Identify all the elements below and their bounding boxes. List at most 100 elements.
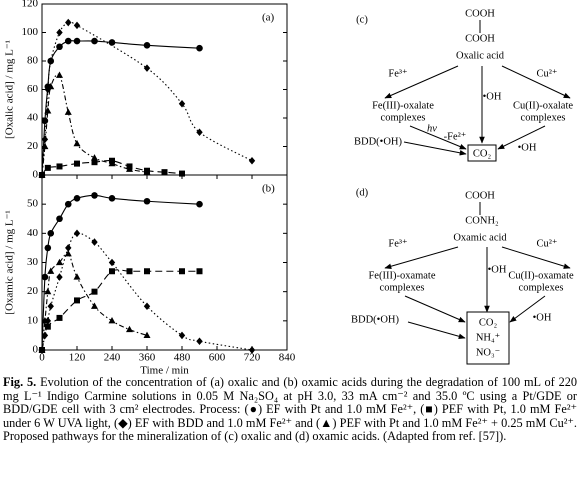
arrow bbox=[403, 141, 467, 156]
y-tick-label: 0 bbox=[33, 169, 39, 181]
y-tick-label: 0 bbox=[33, 344, 39, 356]
node-label: Oxalic acid bbox=[456, 50, 505, 61]
y-tick-label: 50 bbox=[27, 198, 39, 210]
reagent: Cu²⁺ bbox=[537, 68, 558, 79]
marker bbox=[91, 302, 98, 309]
marker bbox=[47, 57, 54, 65]
marker bbox=[91, 192, 98, 199]
marker bbox=[44, 244, 52, 252]
product: CO₂ bbox=[473, 148, 492, 159]
reagent: BDD(•OH) bbox=[354, 136, 403, 147]
marker bbox=[109, 268, 115, 275]
marker bbox=[143, 197, 151, 205]
plot: 0 20 40 60 80 100 120 (a) [Oxalic acid] / mg L⁻¹ bbox=[4, 0, 288, 181]
marker bbox=[56, 71, 63, 78]
arrow bbox=[404, 295, 466, 323]
arrow bbox=[384, 65, 459, 99]
figure: (c) COOH COOH Oxalic acid Fe³⁺ Cu²⁺ •OH … bbox=[4, 0, 574, 375]
marker bbox=[73, 195, 81, 202]
node-label: complexes bbox=[521, 112, 566, 123]
marker bbox=[179, 170, 185, 177]
node-label: Oxamic acid bbox=[453, 232, 507, 243]
caption-text: Evolution of the concentration of (a) ox… bbox=[3, 375, 578, 444]
x-tick-label: 720 bbox=[244, 352, 261, 364]
panel-label: (b) bbox=[262, 183, 275, 195]
marker bbox=[64, 37, 72, 45]
product: NH₄⁺ bbox=[476, 332, 501, 343]
marker bbox=[143, 64, 151, 72]
marker bbox=[56, 215, 63, 223]
node-label: Fe(III)-oxamate bbox=[368, 270, 435, 281]
arrow bbox=[501, 246, 571, 269]
y-tick-label: 100 bbox=[22, 26, 39, 38]
plot-frame bbox=[41, 174, 288, 351]
marker bbox=[196, 200, 203, 208]
panel-label: (d) bbox=[356, 187, 369, 198]
arrow bbox=[407, 321, 466, 339]
marker bbox=[64, 200, 72, 208]
y-tick-label: 40 bbox=[27, 112, 39, 124]
marker bbox=[196, 128, 203, 137]
arrow bbox=[384, 246, 459, 269]
panel-label: (c) bbox=[356, 14, 368, 25]
series-line bbox=[41, 160, 183, 176]
node-label: complexes bbox=[380, 282, 425, 293]
arrow bbox=[497, 125, 546, 150]
arrow bbox=[501, 65, 571, 99]
marker bbox=[64, 249, 72, 257]
marker bbox=[56, 163, 63, 170]
reagent: •OH bbox=[518, 142, 537, 153]
marker bbox=[73, 139, 81, 147]
panel-label: (a) bbox=[262, 12, 275, 24]
y-tick-label: 120 bbox=[22, 0, 39, 10]
marker bbox=[91, 154, 98, 161]
x-axis-title: Time / min bbox=[140, 365, 189, 375]
marker bbox=[56, 28, 63, 37]
reagent: -Fe²⁺ bbox=[444, 131, 467, 142]
x-tick-label: 0 bbox=[39, 352, 45, 364]
series-line bbox=[41, 252, 148, 351]
node-label: Cu(II)-oxalate bbox=[513, 100, 573, 111]
marker bbox=[73, 21, 81, 30]
marker bbox=[248, 156, 256, 165]
marker bbox=[73, 273, 81, 280]
plot-frame bbox=[41, 3, 288, 176]
marker bbox=[73, 229, 81, 238]
reagent: Fe³⁺ bbox=[388, 68, 408, 79]
arrow bbox=[409, 125, 467, 150]
node-label: COOH bbox=[465, 8, 495, 19]
x-tick-label: 120 bbox=[69, 352, 86, 364]
caption-label: Fig. 5. bbox=[3, 375, 37, 389]
reagent: BDD(•OH) bbox=[351, 314, 400, 325]
marker bbox=[91, 238, 98, 246]
marker bbox=[41, 317, 49, 324]
marker bbox=[41, 273, 49, 281]
marker bbox=[108, 39, 116, 46]
y-axis-title: [Oxamic acid] / mg L⁻¹ bbox=[4, 210, 16, 314]
product: NO₃⁻ bbox=[476, 347, 501, 358]
series-line bbox=[41, 40, 200, 176]
marker bbox=[47, 267, 55, 274]
marker bbox=[44, 164, 51, 171]
marker bbox=[56, 314, 63, 321]
marker bbox=[143, 331, 151, 339]
marker bbox=[196, 44, 203, 52]
y-tick-label: 80 bbox=[27, 55, 39, 67]
marker bbox=[108, 195, 116, 202]
marker bbox=[44, 107, 52, 114]
marker bbox=[108, 159, 116, 167]
series-line bbox=[41, 73, 148, 176]
node-label: Fe(III)-oxalate bbox=[372, 100, 434, 111]
marker bbox=[44, 287, 52, 295]
reagent: •OH bbox=[488, 264, 507, 275]
node-label: COOH bbox=[465, 33, 495, 44]
x-tick-label: 840 bbox=[279, 352, 296, 364]
node-label: Cu(II)-oxamate bbox=[508, 270, 574, 281]
marker bbox=[41, 331, 49, 340]
marker bbox=[161, 169, 168, 176]
marker bbox=[56, 43, 63, 51]
node-label: complexes bbox=[519, 282, 564, 293]
marker bbox=[47, 230, 55, 237]
marker bbox=[44, 323, 51, 330]
